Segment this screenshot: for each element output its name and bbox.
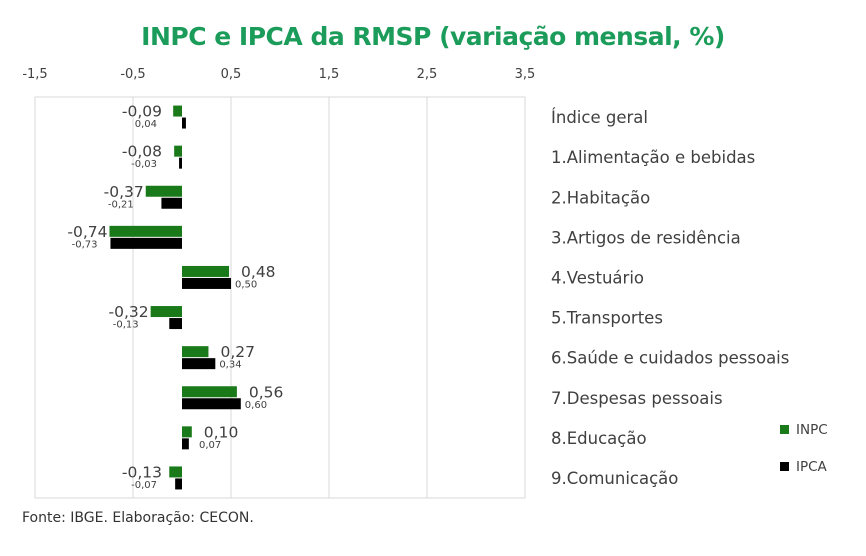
category-label: 4.Vestuário (551, 268, 644, 287)
bar-inpc (182, 346, 209, 358)
data-label-inpc: -0,32 (109, 303, 149, 321)
category-label: 1.Alimentação e bebidas (551, 148, 755, 167)
data-label-inpc: -0,08 (122, 143, 162, 161)
bar-inpc (174, 145, 182, 157)
bar-ipca (182, 398, 241, 410)
x-tick-label: 2,5 (417, 67, 438, 82)
bar-inpc (169, 466, 182, 478)
bar-ipca (182, 358, 216, 370)
legend-label-inpc: INPC (796, 422, 828, 438)
bar-inpc (182, 265, 230, 277)
data-label-inpc: 0,27 (220, 343, 255, 361)
data-label-inpc: 0,10 (204, 423, 239, 441)
x-tick-label: 0,5 (221, 67, 242, 82)
category-label: 3.Artigos de residência (551, 228, 741, 247)
x-tick-label: -0,5 (120, 67, 145, 82)
category-label: 8.Educação (551, 429, 647, 448)
bar-inpc (182, 426, 192, 438)
bar-inpc (150, 306, 182, 318)
category-label: Índice geral (551, 108, 648, 127)
data-label-ipca: 0,04 (135, 119, 157, 130)
data-label-ipca: 0,34 (219, 360, 241, 371)
x-tick-label: 1,5 (319, 67, 340, 82)
legend-swatch-inpc (780, 425, 789, 434)
bar-inpc (145, 185, 182, 197)
data-label-ipca: -0,13 (113, 320, 139, 331)
data-label-inpc: -0,13 (122, 463, 162, 481)
data-label-inpc: -0,09 (122, 103, 162, 121)
data-label-ipca: 0,50 (235, 279, 257, 290)
data-label-ipca: 0,07 (199, 440, 221, 451)
x-tick-label: -1,5 (22, 67, 47, 82)
data-label-ipca: -0,07 (131, 480, 157, 491)
bar-inpc (173, 105, 182, 117)
data-label-ipca: -0,21 (108, 199, 134, 210)
plot-frame (34, 96, 526, 499)
data-label-inpc: -0,37 (104, 183, 144, 201)
data-label-ipca: -0,73 (72, 239, 98, 250)
bar-inpc (182, 386, 237, 398)
bar-ipca (169, 318, 182, 330)
data-label-inpc: -0,74 (67, 223, 107, 241)
source-note: Fonte: IBGE. Elaboração: CECON. (22, 510, 254, 526)
legend-swatch-ipca (780, 462, 789, 471)
data-label-inpc: 0,56 (249, 383, 284, 401)
data-label-ipca: -0,03 (131, 159, 157, 170)
bar-ipca (182, 438, 189, 450)
category-label: 6.Saúde e cuidados pessoais (551, 349, 789, 368)
bar-ipca (179, 157, 182, 169)
bar-ipca (161, 197, 182, 209)
category-label: 2.Habitação (551, 188, 650, 207)
bar-ipca (182, 277, 231, 289)
bar-ipca (182, 117, 186, 129)
legend-label-ipca: IPCA (796, 459, 828, 475)
category-label: 7.Despesas pessoais (551, 389, 723, 408)
chart-title: INPC e IPCA da RMSP (variação mensal, %) (141, 22, 725, 51)
category-label: 9.Comunicação (551, 469, 678, 488)
bar-inpc (109, 225, 182, 237)
x-tick-label: 3,5 (515, 67, 536, 82)
category-label: 5.Transportes (551, 309, 663, 328)
data-label-inpc: 0,48 (241, 263, 276, 281)
bar-ipca (110, 237, 182, 249)
data-label-ipca: 0,60 (245, 400, 267, 411)
bar-ipca (175, 478, 182, 490)
